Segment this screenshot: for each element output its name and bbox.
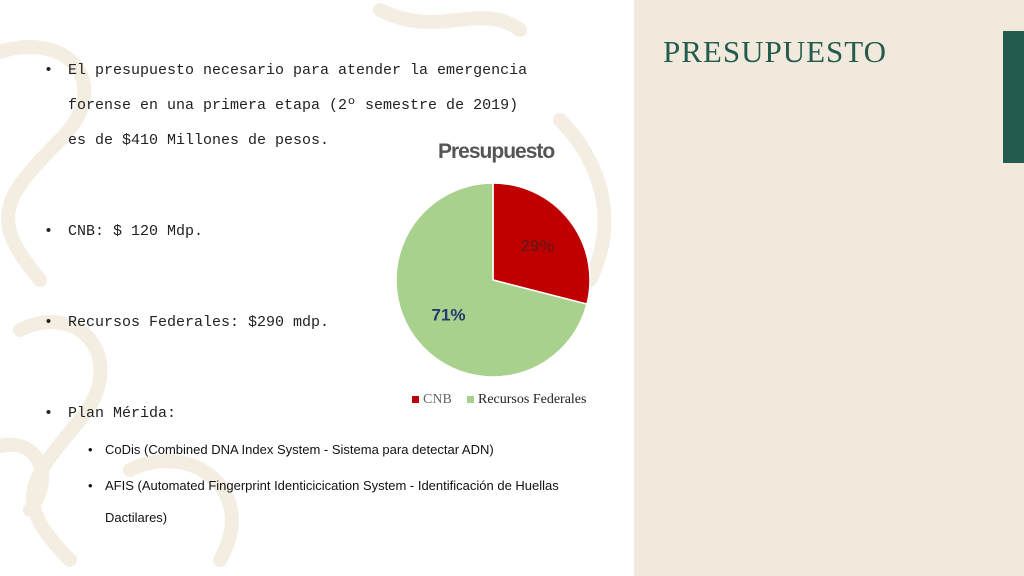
sub-bullet-afis-line2: Dactilares) xyxy=(105,510,168,525)
pie-label-cnb: 29% xyxy=(520,237,554,256)
legend-item-recursos-federales: Recursos Federales xyxy=(467,392,586,408)
bullet-dot: • xyxy=(44,62,54,79)
legend-swatch-recursos-federales xyxy=(467,396,474,403)
bullet-cnb-text: CNB: $ 120 Mdp. xyxy=(68,223,204,240)
bullet-federal-text: Recursos Federales: $290 mdp. xyxy=(68,314,330,331)
decorative-background-pattern xyxy=(0,3,612,567)
bullet-dot: • xyxy=(44,405,54,422)
right-side-panel xyxy=(634,0,1024,576)
legend-label-recursos-federales: Recursos Federales xyxy=(478,392,587,407)
bullet-dot: • xyxy=(44,314,54,331)
chart-title: Presupuesto xyxy=(438,140,555,163)
bullet-budget-line3: es de $410 Millones de pesos. xyxy=(68,132,330,149)
bullet-plan-merida-text: Plan Mérida: xyxy=(68,405,177,422)
pie-label-recursos-federales: 71% xyxy=(432,305,466,324)
sub-bullet-afis-line1: AFIS (Automated Fingerprint Identicicica… xyxy=(105,478,559,493)
pie-chart: 29% 71% xyxy=(395,182,591,378)
legend-item-cnb: CNB xyxy=(412,392,452,408)
slide-title: PRESUPUESTO xyxy=(663,34,888,69)
accent-bar xyxy=(1003,31,1024,163)
legend-label-cnb: CNB xyxy=(423,392,452,407)
pie-slice-cnb xyxy=(492,182,591,306)
bullet-budget-line2: forense en una primera etapa (2º semestr… xyxy=(68,97,519,114)
sub-bullet-dot: • xyxy=(88,478,93,493)
pie-slice-recursos-federales xyxy=(395,182,588,378)
legend-swatch-cnb xyxy=(412,396,419,403)
bullet-budget-line1: El presupuesto necesario para atender la… xyxy=(68,62,528,79)
sub-bullet-codis-text: CoDis (Combined DNA Index System - Siste… xyxy=(105,442,494,457)
bullet-dot: • xyxy=(44,223,54,240)
sub-bullet-dot: • xyxy=(88,442,93,457)
